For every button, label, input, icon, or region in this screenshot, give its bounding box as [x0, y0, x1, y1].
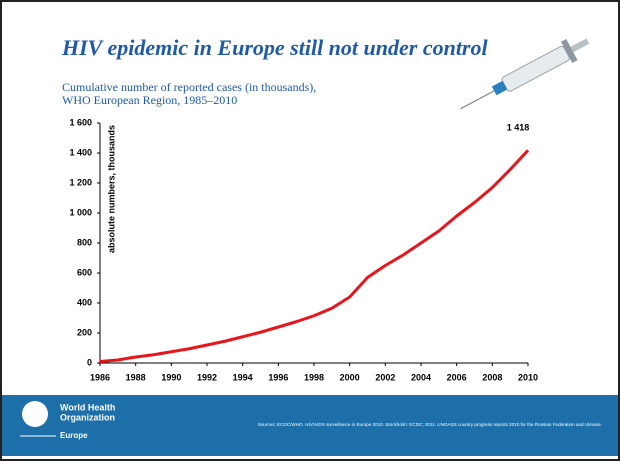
y-tick-label: 800 [77, 237, 92, 247]
subtitle: WHO European Region, 1985–2010 [62, 93, 237, 107]
footer-band [2, 395, 618, 456]
x-tick-label: 1994 [233, 372, 253, 382]
y-tick-label: 200 [77, 327, 92, 337]
x-tick-label: 1986 [90, 372, 110, 382]
line [99, 149, 530, 363]
y-tick-label: 400 [77, 297, 92, 307]
x-tick-label: 2008 [482, 372, 502, 382]
who-emblem [22, 401, 48, 427]
y-tick-label: 1 400 [69, 147, 92, 157]
y-tick-label: 600 [77, 267, 92, 277]
x-tick-label: 2006 [447, 372, 467, 382]
x-tick-label: 2002 [375, 372, 395, 382]
syringe-hub [491, 80, 508, 96]
y-tick-label: 0 [87, 357, 92, 367]
syringe-flange [560, 38, 578, 63]
logo-text: World Health [60, 402, 115, 412]
data-label: 1 418 [507, 123, 530, 133]
x-tick-label: 2000 [340, 372, 360, 382]
y-tick-label: 1 200 [69, 177, 92, 187]
y-tick-label: 1 000 [69, 207, 92, 217]
y-axis-label: absolute numbers, thousands [106, 125, 116, 253]
logo-text: Organization [60, 412, 115, 422]
x-tick-label: 1992 [197, 372, 217, 382]
y-tick-label: 1 600 [69, 117, 92, 127]
x-tick-label: 2010 [518, 372, 538, 382]
x-tick-label: 1996 [268, 372, 288, 382]
chart-title: HIV epidemic in Europe still not under c… [61, 35, 488, 60]
syringe-plunger [570, 38, 590, 53]
x-tick-label: 1988 [126, 372, 146, 382]
subtitle: Cumulative number of reported cases (in … [62, 80, 316, 94]
x-tick-label: 1990 [161, 372, 181, 382]
syringe-needle [460, 90, 495, 110]
x-tick-label: 1998 [304, 372, 324, 382]
logo-text: Europe [60, 431, 88, 440]
x-tick-label: 2004 [411, 372, 431, 382]
syringe [460, 38, 590, 110]
sources: Sources: ECDC/WHO. HIV/AIDS surveillance… [258, 422, 602, 427]
